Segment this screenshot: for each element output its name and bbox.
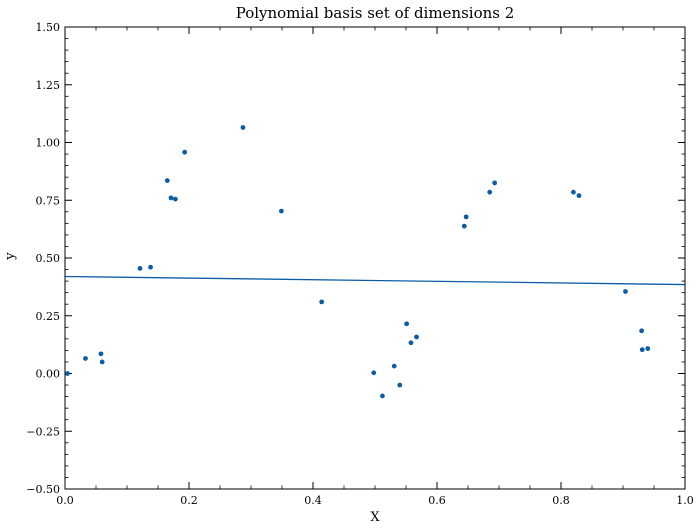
data-point [168, 195, 174, 201]
ticks-layer: 0.0 0.2 0.4 0.6 0.8 1.0 −0.50 −0.25 0.00 0.25 0.50… [26, 21, 693, 507]
x-tick-label: 0.8 [552, 494, 570, 507]
data-point [380, 393, 385, 399]
y-tick-label: 1.00 [36, 137, 61, 150]
data-point [487, 189, 493, 195]
data-point [99, 359, 105, 365]
x-tick-label: 0.4 [304, 494, 322, 507]
chart-title: Polynomial basis set of dimensions 2 [236, 4, 515, 22]
data-point [240, 125, 246, 130]
data-point [371, 370, 377, 376]
y-tick-label: 1.50 [36, 21, 61, 34]
data-point [391, 363, 397, 369]
data-point [576, 193, 582, 199]
data-point [83, 356, 88, 361]
data-point [164, 178, 170, 184]
x-tick-label: 0.0 [56, 494, 74, 507]
data-point [639, 328, 644, 334]
data-point [319, 299, 325, 305]
data-point [65, 371, 70, 376]
y-axis-label: y [3, 252, 18, 261]
fit-line [64, 275, 686, 286]
data-point [461, 223, 467, 229]
data-point [463, 214, 469, 220]
x-tick-label: 0.6 [428, 494, 446, 507]
data-point [414, 334, 419, 340]
plot-frame [64, 26, 686, 490]
data-layer [64, 125, 686, 399]
data-point [571, 189, 576, 195]
data-point [645, 346, 651, 351]
data-point [639, 347, 645, 353]
y-tick-label: −0.50 [26, 483, 60, 496]
data-point [172, 196, 178, 202]
y-tick-label: −0.25 [26, 425, 60, 438]
y-tick-label: 1.25 [36, 79, 61, 92]
y-tick-label: 0.00 [36, 368, 61, 381]
data-point [98, 351, 104, 357]
x-axis-label: X [370, 510, 380, 525]
x-tick-label: 0.2 [180, 494, 198, 507]
data-point [492, 180, 498, 186]
y-tick-label: 0.50 [36, 252, 61, 265]
data-point [623, 289, 628, 294]
x-tick-label: 1.0 [676, 494, 694, 507]
data-point [182, 149, 188, 155]
data-point [148, 264, 153, 270]
y-tick-label: 0.25 [36, 310, 61, 323]
data-point [404, 321, 410, 327]
data-point [137, 265, 143, 271]
data-point [397, 382, 403, 388]
data-point [278, 208, 284, 214]
y-tick-label: 0.75 [36, 194, 61, 207]
data-point [408, 340, 414, 346]
